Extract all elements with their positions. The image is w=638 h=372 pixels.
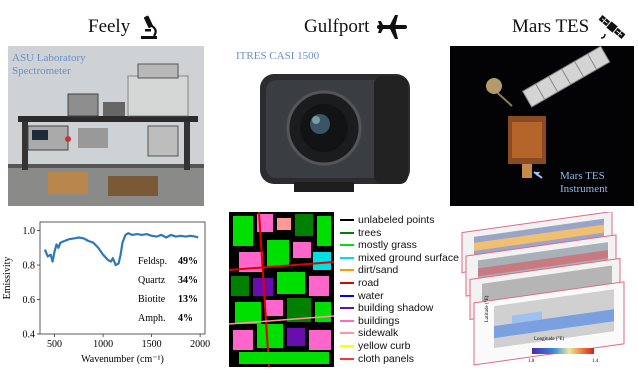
legend-swatch bbox=[340, 357, 354, 360]
lab-caption: ASU Laboratory Spectrometer bbox=[12, 52, 86, 78]
microscope-icon bbox=[141, 15, 158, 39]
legend-item: unlabeled points bbox=[340, 214, 434, 226]
legend-label: cloth panels bbox=[358, 352, 415, 365]
mars-ylabel: Latitude (°E) bbox=[485, 295, 490, 322]
mars-caption-line-2: Instrument bbox=[560, 183, 608, 195]
mineral-label: Biotite bbox=[138, 294, 166, 305]
legend-label: water bbox=[358, 289, 384, 302]
legend-item: trees bbox=[340, 227, 381, 239]
mars-cbar-min: 1.0 bbox=[528, 359, 535, 364]
legend-item: water bbox=[340, 290, 384, 302]
x-axis-label: Wavenumber (cm⁻¹) bbox=[81, 354, 164, 365]
y-tick-label: 0.4 bbox=[23, 330, 36, 341]
x-tick-label: 1500 bbox=[142, 339, 162, 350]
legend-item: building shadow bbox=[340, 302, 433, 314]
y-tick-label: 0.8 bbox=[23, 261, 36, 272]
x-tick-label: 500 bbox=[47, 339, 62, 350]
x-tick-label: 2000 bbox=[190, 339, 210, 350]
legend-item: road bbox=[340, 277, 379, 289]
legend-item: mixed ground surface bbox=[340, 252, 459, 264]
camera-caption: ITRES CASI 1500 bbox=[236, 50, 320, 62]
legend-label: trees bbox=[358, 226, 382, 239]
y-axis-label: Emissivity bbox=[2, 257, 13, 300]
feely-title: Feely bbox=[88, 16, 131, 37]
legend-item: cloth panels bbox=[340, 353, 414, 365]
legend-label: sidewalk bbox=[358, 327, 399, 340]
emissivity-chart: 500 1000 1500 2000 0.4 0.6 0.8 1.0 Wavenumber (c… bbox=[2, 221, 210, 365]
legend-swatch bbox=[340, 332, 354, 335]
legend-label: mixed ground surface bbox=[358, 251, 459, 264]
mineral-percent: 34% bbox=[178, 275, 198, 286]
legend-item: sidewalk bbox=[340, 327, 398, 339]
legend-label: mostly grass bbox=[358, 239, 417, 252]
gulfport-header: Gulfport bbox=[304, 12, 408, 42]
airplane-icon bbox=[377, 15, 408, 39]
classification-map bbox=[228, 211, 335, 368]
legend-item: buildings bbox=[340, 315, 399, 327]
casi-camera-photo: ITRES CASI 1500 bbox=[224, 46, 434, 206]
mineral-label: Amph. bbox=[138, 313, 166, 324]
emissivity-series-line bbox=[43, 232, 199, 267]
mars-xlabel: Longitude (°E) bbox=[534, 337, 565, 342]
mars-cbar-max: 1.4 bbox=[592, 359, 599, 364]
mars-tes-map-stack: Latitude (°E) Longitude (°E) 1.0 1.4 bbox=[452, 210, 636, 367]
lab-spectrometer-photo: ASU Laboratory Spectrometer bbox=[8, 46, 204, 206]
legend-item: yellow curb bbox=[340, 340, 411, 352]
y-tick-label: 1.0 bbox=[23, 226, 36, 237]
legend-swatch bbox=[340, 219, 354, 221]
legend-swatch bbox=[340, 231, 354, 234]
lab-caption-line-2: Spectrometer bbox=[12, 65, 71, 77]
y-tick-label: 0.6 bbox=[23, 295, 36, 306]
legend-label: unlabeled points bbox=[358, 214, 435, 226]
legend-swatch bbox=[340, 256, 354, 259]
plot-frame bbox=[39, 221, 206, 335]
feely-header: Feely bbox=[88, 12, 160, 42]
legend-item: mostly grass bbox=[340, 239, 417, 251]
lab-caption-line-1: ASU Laboratory bbox=[12, 52, 86, 64]
gulfport-title: Gulfport bbox=[304, 16, 370, 37]
legend-swatch bbox=[340, 294, 354, 297]
legend-item: dirt/sand bbox=[340, 264, 398, 276]
mineral-percent: 49% bbox=[178, 256, 198, 267]
mars-title: Mars TES bbox=[512, 16, 590, 37]
mineral-label: Feldsp. bbox=[138, 256, 167, 267]
legend-swatch bbox=[340, 319, 354, 322]
legend-label: building shadow bbox=[358, 302, 434, 315]
mars-header: Mars TES bbox=[512, 12, 627, 42]
x-tick-label: 1000 bbox=[93, 339, 113, 350]
mineral-percent: 13% bbox=[178, 294, 198, 305]
mineral-label: Quartz bbox=[138, 275, 166, 286]
legend-label: road bbox=[358, 277, 380, 289]
legend-swatch bbox=[340, 244, 354, 247]
legend-label: buildings bbox=[358, 314, 400, 327]
legend-label: yellow curb bbox=[358, 340, 411, 352]
map-patches bbox=[228, 211, 335, 368]
legend-swatch bbox=[340, 345, 354, 347]
mars-caption-line-1: Mars TES bbox=[560, 170, 605, 182]
legend-swatch bbox=[340, 282, 354, 284]
legend-swatch bbox=[340, 269, 354, 272]
mars-colorbar bbox=[532, 348, 594, 354]
mars-tes-photo: Mars TES Instrument bbox=[450, 46, 634, 206]
satellite-icon bbox=[598, 15, 626, 39]
legend-swatch bbox=[340, 307, 354, 310]
emissivity-chart-panel: 500 1000 1500 2000 0.4 0.6 0.8 1.0 Wavenumber (c… bbox=[0, 212, 215, 367]
mars-caption: Mars TES Instrument bbox=[560, 170, 608, 196]
legend-label: dirt/sand bbox=[358, 264, 399, 277]
mineral-percent: 4% bbox=[178, 313, 193, 324]
